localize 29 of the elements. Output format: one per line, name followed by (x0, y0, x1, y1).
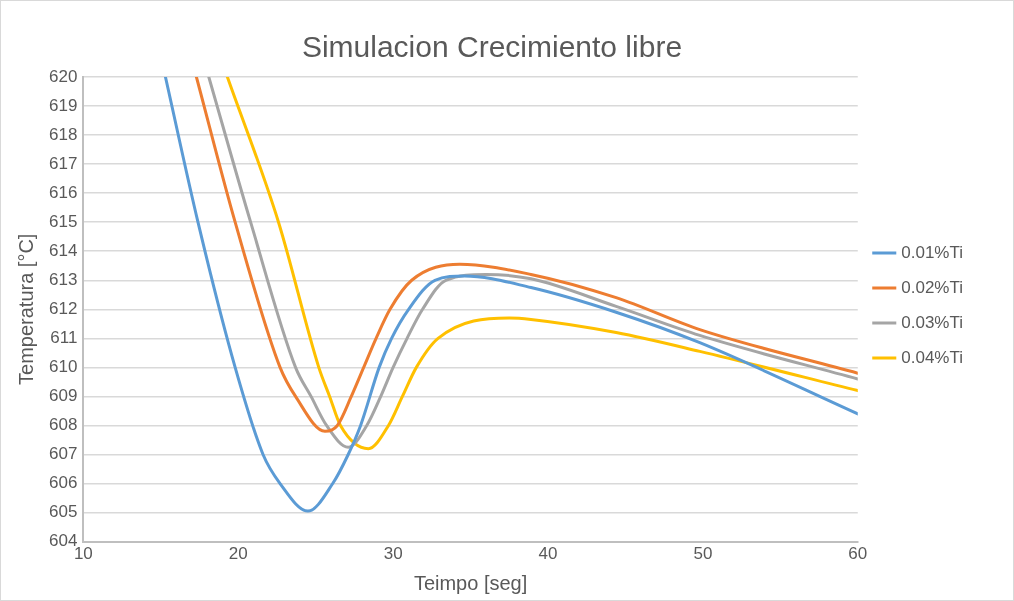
y-tick-label: 614 (48, 240, 78, 260)
y-tick-label: 619 (48, 95, 78, 115)
y-axis-title: Temperatura [°C] (14, 233, 37, 385)
y-tick-label: 613 (48, 269, 78, 289)
y-tick-label: 606 (48, 473, 78, 493)
y-tick-label: 616 (48, 182, 78, 202)
x-tick-label: 40 (538, 544, 558, 564)
y-tick-label: 612 (48, 298, 78, 318)
y-tick-label: 605 (48, 502, 78, 522)
y-tick-label: 618 (48, 124, 78, 144)
y-tick-label: 615 (48, 211, 78, 231)
x-tick-label: 20 (228, 544, 248, 564)
legend-label: 0.02%Ti (901, 277, 963, 297)
y-tick-label: 609 (48, 386, 78, 406)
y-tick-label: 608 (48, 415, 78, 435)
y-tick-label: 610 (48, 357, 78, 377)
legend-label: 0.03%Ti (901, 312, 963, 332)
x-tick-label: 30 (383, 544, 403, 564)
legend-label: 0.04%Ti (901, 347, 963, 367)
legend-label: 0.01%Ti (901, 242, 963, 262)
y-tick-label: 611 (50, 328, 78, 348)
y-tick-label: 617 (48, 153, 78, 173)
chart-title: Simulacion Crecimiento libre (301, 30, 683, 64)
y-tick-label: 607 (48, 444, 78, 464)
x-tick-label: 50 (693, 544, 713, 564)
y-tick-label: 620 (48, 66, 78, 86)
line-series (163, 77, 858, 513)
x-tick-label: 60 (848, 544, 868, 564)
x-axis-title: Teimpo [seg] (413, 571, 528, 594)
